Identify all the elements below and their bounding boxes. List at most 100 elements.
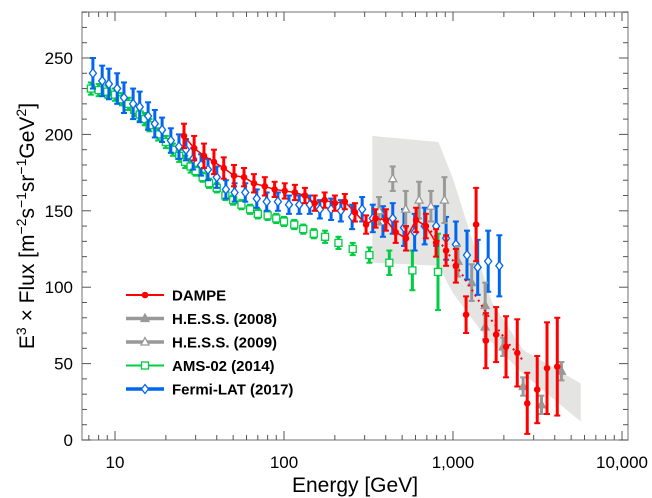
data-point	[321, 196, 328, 204]
data-point	[513, 349, 521, 357]
data-point	[452, 262, 460, 270]
y-label-text: sr	[16, 175, 39, 193]
data-point	[462, 311, 470, 319]
data-point	[408, 266, 417, 275]
data-point	[536, 398, 547, 409]
data-point	[495, 260, 504, 272]
data-point	[281, 187, 289, 195]
y-label-text: GeV	[16, 117, 39, 159]
data-point	[414, 194, 425, 204]
data-point	[336, 205, 346, 217]
data-point	[425, 200, 436, 210]
data-point	[432, 239, 440, 247]
data-point	[439, 194, 450, 204]
data-point	[341, 198, 349, 205]
data-point	[261, 183, 269, 190]
data-point	[166, 134, 176, 147]
data-point	[351, 209, 359, 216]
dampe-fit-dotted-line	[426, 225, 524, 362]
y-axis-label: E3 × Flux [m−2s−1sr−1GeV2]	[13, 103, 39, 349]
legend-marker	[140, 383, 150, 395]
data-point	[150, 118, 160, 130]
data-point	[240, 173, 248, 181]
data-point	[502, 343, 510, 351]
legend-label: Fermi-LAT (2017)	[172, 382, 293, 399]
y-tick-label: 0	[64, 431, 73, 450]
data-point	[301, 192, 309, 199]
y-tick-label: 50	[54, 355, 73, 374]
data-point	[135, 101, 145, 113]
data-point	[348, 244, 357, 254]
data-point	[473, 261, 483, 273]
data-point	[400, 203, 411, 213]
y-label-superscript: −1	[13, 192, 29, 208]
data-point	[311, 199, 319, 207]
data-point	[533, 386, 541, 393]
data-point	[556, 365, 567, 375]
data-point	[480, 299, 491, 310]
data-point	[472, 221, 480, 228]
data-point	[294, 199, 304, 211]
y-label-text: × Flux [m	[16, 234, 39, 327]
data-point	[273, 196, 283, 208]
data-point	[553, 363, 561, 370]
data-point	[372, 215, 379, 222]
data-point	[492, 331, 500, 338]
data-point	[462, 249, 472, 261]
y-label-text: E	[16, 335, 39, 349]
data-point	[104, 78, 114, 90]
data-point	[97, 75, 107, 87]
data-point	[237, 200, 246, 209]
data-point	[200, 152, 208, 160]
legend-marker	[139, 336, 151, 346]
data-point	[240, 186, 250, 199]
legend-label: H.E.S.S. (2009)	[172, 335, 277, 352]
y-tick-label: 200	[45, 125, 73, 144]
y-tick-label: 100	[45, 278, 73, 297]
legend-item: Fermi-LAT (2017)	[126, 382, 293, 399]
data-point	[362, 221, 370, 228]
data-point	[422, 222, 430, 230]
data-point	[230, 186, 239, 199]
y-label-superscript: 2	[13, 109, 29, 117]
data-point	[250, 179, 258, 187]
data-point	[385, 258, 394, 267]
data-point	[482, 337, 490, 344]
data-point	[262, 196, 272, 208]
legend-marker	[139, 312, 151, 323]
data-point	[412, 216, 420, 224]
data-point	[198, 173, 207, 182]
data-point	[263, 211, 272, 220]
data-point	[245, 205, 255, 214]
series-dampe	[180, 122, 561, 435]
data-point	[253, 209, 262, 219]
legend-item: AMS-02 (2014)	[126, 358, 275, 375]
data-point	[88, 67, 98, 79]
data-point	[309, 229, 318, 238]
data-point	[128, 98, 138, 110]
legend-label: AMS-02 (2014)	[172, 358, 275, 375]
data-point	[442, 247, 450, 254]
data-point	[365, 250, 374, 260]
data-point	[143, 110, 153, 122]
data-point	[466, 276, 477, 287]
legend-item: DAMPE	[126, 288, 226, 305]
y-label-superscript: −2	[13, 218, 29, 234]
y-tick-label: 250	[45, 49, 73, 68]
data-point	[191, 166, 200, 176]
y-label-superscript: −1	[13, 158, 29, 174]
legend-label: DAMPE	[172, 288, 226, 305]
data-point	[157, 124, 167, 136]
y-tick-label: 150	[45, 202, 73, 221]
data-point	[190, 144, 198, 152]
data-point	[290, 220, 299, 229]
data-point	[279, 217, 289, 226]
legend-label: H.E.S.S. (2008)	[172, 311, 277, 328]
data-point	[387, 172, 398, 183]
data-point	[433, 267, 443, 277]
axes: 10 100 1,000 10,000 0 50 100 150 200 250	[45, 11, 648, 472]
y-label-superscript: 3	[13, 327, 29, 335]
data-point	[392, 228, 399, 236]
data-point	[252, 193, 262, 205]
